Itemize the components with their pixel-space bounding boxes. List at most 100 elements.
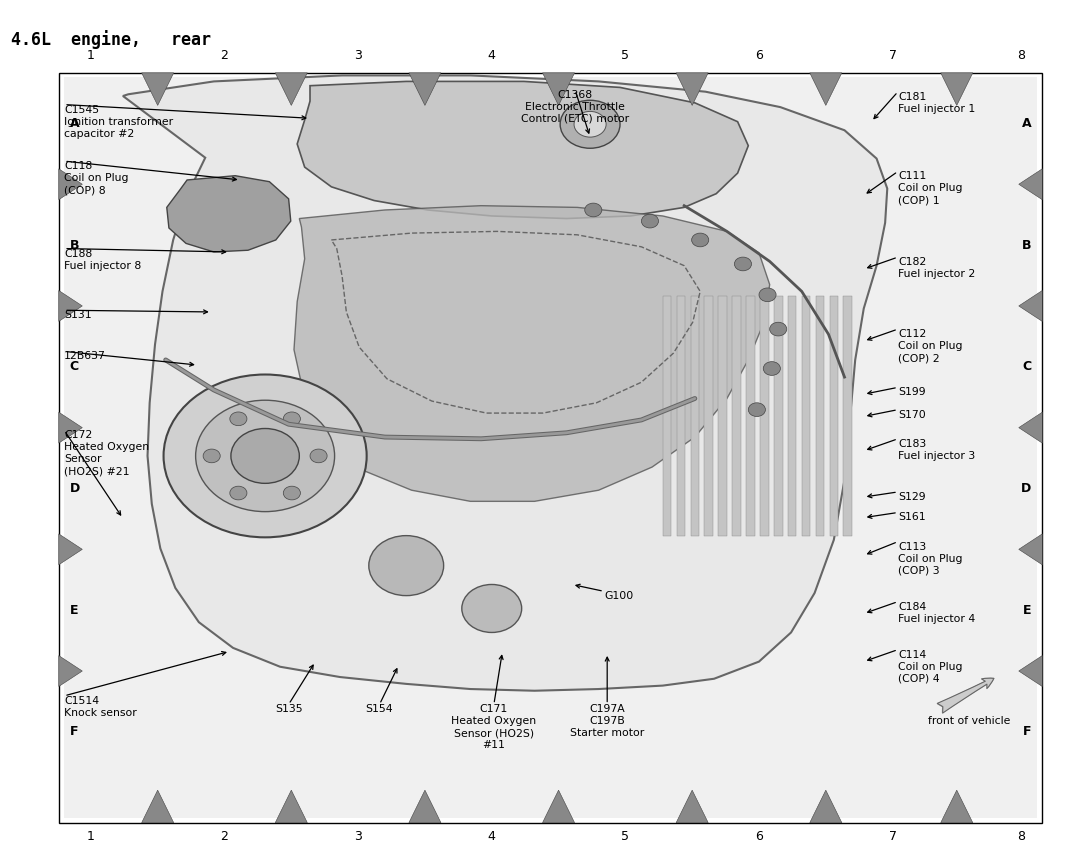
Circle shape — [196, 400, 335, 512]
Circle shape — [560, 100, 620, 148]
Polygon shape — [941, 790, 973, 823]
Text: S170: S170 — [898, 410, 926, 420]
Text: 8: 8 — [1017, 830, 1025, 842]
Text: C111
Coil on Plug
(COP) 1: C111 Coil on Plug (COP) 1 — [898, 171, 962, 206]
Bar — [843, 296, 852, 536]
Text: 4: 4 — [487, 830, 496, 842]
Text: E: E — [69, 603, 78, 617]
Polygon shape — [1019, 534, 1042, 565]
Polygon shape — [810, 73, 842, 105]
Polygon shape — [294, 206, 770, 501]
Text: 3: 3 — [354, 49, 362, 62]
Bar — [732, 296, 741, 536]
Text: G100: G100 — [604, 591, 633, 602]
Text: E: E — [1023, 603, 1032, 617]
Circle shape — [641, 214, 659, 228]
Text: 4: 4 — [487, 49, 496, 62]
Bar — [802, 296, 810, 536]
Text: C1545
Ignition transformer
capacitor #2: C1545 Ignition transformer capacitor #2 — [64, 105, 173, 139]
Text: S161: S161 — [898, 512, 926, 523]
Bar — [691, 296, 699, 536]
Polygon shape — [276, 73, 308, 105]
Circle shape — [734, 257, 752, 271]
Text: 8: 8 — [1017, 49, 1025, 62]
Text: S131: S131 — [64, 310, 92, 321]
Circle shape — [230, 412, 247, 426]
Bar — [64, 77, 1037, 818]
Text: C1368
Electronic Throttle
Control (ETC) motor: C1368 Electronic Throttle Control (ETC) … — [521, 90, 630, 124]
Circle shape — [585, 203, 602, 217]
Text: F: F — [69, 725, 78, 739]
Bar — [774, 296, 783, 536]
Polygon shape — [1019, 656, 1042, 686]
Text: S135: S135 — [275, 704, 303, 715]
Polygon shape — [676, 73, 708, 105]
Text: C183
Fuel injector 3: C183 Fuel injector 3 — [898, 439, 975, 461]
Circle shape — [283, 486, 300, 500]
Text: C: C — [69, 360, 79, 374]
Circle shape — [231, 428, 299, 483]
Polygon shape — [676, 790, 708, 823]
Text: D: D — [1021, 482, 1032, 495]
Bar — [830, 296, 838, 536]
Text: 4.6L  engine,   rear: 4.6L engine, rear — [11, 30, 211, 49]
Text: 5: 5 — [621, 49, 630, 62]
Bar — [816, 296, 824, 536]
Text: 3: 3 — [354, 830, 362, 842]
Circle shape — [763, 362, 780, 375]
Text: 6: 6 — [755, 49, 763, 62]
Circle shape — [369, 536, 444, 596]
Bar — [760, 296, 769, 536]
Circle shape — [770, 322, 787, 336]
Circle shape — [692, 233, 709, 247]
Text: S199: S199 — [898, 387, 926, 398]
Text: C197A
C197B
Starter motor: C197A C197B Starter motor — [570, 704, 645, 739]
Polygon shape — [123, 75, 887, 691]
Text: F: F — [1023, 725, 1032, 739]
Text: S154: S154 — [366, 704, 393, 715]
Text: C: C — [1022, 360, 1032, 374]
Text: D: D — [69, 482, 80, 495]
Text: 7: 7 — [888, 49, 897, 62]
Polygon shape — [59, 169, 82, 200]
Bar — [704, 296, 713, 536]
Polygon shape — [408, 73, 441, 105]
Bar — [746, 296, 755, 536]
Text: 2: 2 — [220, 830, 229, 842]
Text: C112
Coil on Plug
(COP) 2: C112 Coil on Plug (COP) 2 — [898, 329, 962, 363]
Text: 6: 6 — [755, 830, 763, 842]
Text: front of vehicle: front of vehicle — [928, 716, 1010, 726]
Polygon shape — [1019, 291, 1042, 321]
Polygon shape — [59, 656, 82, 686]
Circle shape — [283, 412, 300, 426]
Circle shape — [164, 375, 367, 537]
Text: S129: S129 — [898, 492, 926, 502]
Polygon shape — [941, 73, 973, 105]
Polygon shape — [141, 73, 173, 105]
Text: A: A — [69, 117, 79, 130]
Text: C114
Coil on Plug
(COP) 4: C114 Coil on Plug (COP) 4 — [898, 650, 962, 684]
Polygon shape — [542, 73, 575, 105]
Bar — [677, 296, 685, 536]
Polygon shape — [276, 790, 308, 823]
Text: B: B — [69, 238, 79, 252]
Polygon shape — [1019, 412, 1042, 443]
Polygon shape — [542, 790, 575, 823]
Text: 1: 1 — [87, 830, 95, 842]
Text: C113
Coil on Plug
(COP) 3: C113 Coil on Plug (COP) 3 — [898, 542, 962, 576]
Bar — [663, 296, 671, 536]
Polygon shape — [141, 790, 173, 823]
Polygon shape — [59, 412, 82, 443]
Text: A: A — [1022, 117, 1032, 130]
Text: C171
Heated Oxygen
Sensor (HO2S)
#11: C171 Heated Oxygen Sensor (HO2S) #11 — [451, 704, 537, 751]
Circle shape — [759, 288, 776, 302]
Polygon shape — [810, 790, 842, 823]
Circle shape — [230, 486, 247, 500]
Polygon shape — [59, 534, 82, 565]
Text: B: B — [1022, 238, 1032, 252]
Text: 12B637: 12B637 — [64, 351, 106, 362]
Circle shape — [574, 111, 606, 137]
Text: 7: 7 — [888, 830, 897, 842]
Text: 2: 2 — [220, 49, 229, 62]
Text: C182
Fuel injector 2: C182 Fuel injector 2 — [898, 257, 975, 279]
